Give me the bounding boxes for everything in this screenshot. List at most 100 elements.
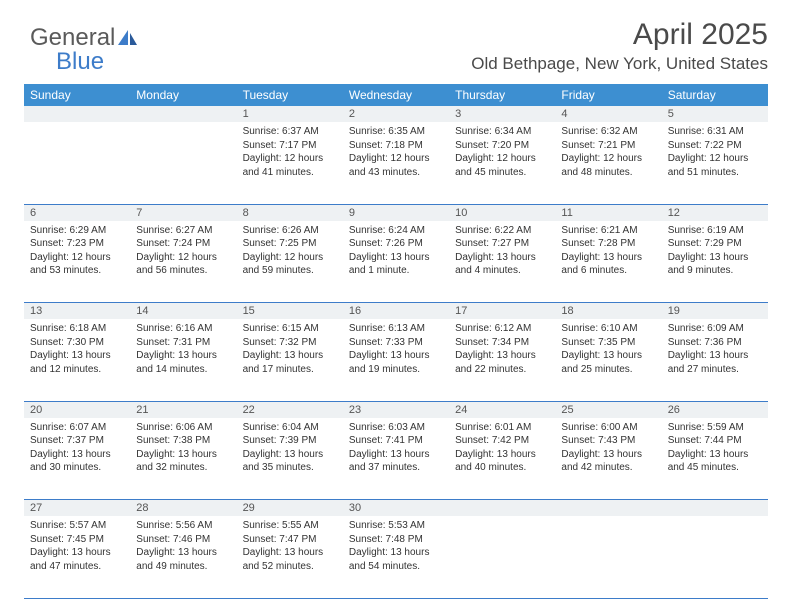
daylight-line: Daylight: 13 hours and 9 minutes. [668,251,762,278]
sunrise-line: Sunrise: 5:59 AM [668,421,762,435]
day-cell-body: Sunrise: 6:19 AMSunset: 7:29 PMDaylight:… [662,221,768,284]
day-number-cell: 9 [343,204,449,221]
day-number-cell [449,500,555,517]
day-cell: Sunrise: 6:00 AMSunset: 7:43 PMDaylight:… [555,418,661,500]
sunrise-line: Sunrise: 6:27 AM [136,224,230,238]
daylight-line: Daylight: 12 hours and 51 minutes. [668,152,762,179]
day-number-cell [24,106,130,122]
col-sunday: Sunday [24,84,130,106]
calendar-table: Sunday Monday Tuesday Wednesday Thursday… [24,84,768,599]
day-number-cell: 24 [449,401,555,418]
day-number-cell: 8 [237,204,343,221]
day-cell-body: Sunrise: 6:13 AMSunset: 7:33 PMDaylight:… [343,319,449,382]
sunrise-line: Sunrise: 6:06 AM [136,421,230,435]
day-number-cell: 7 [130,204,236,221]
daylight-line: Daylight: 13 hours and 25 minutes. [561,349,655,376]
sunset-line: Sunset: 7:47 PM [243,533,337,547]
day-cell-body: Sunrise: 6:03 AMSunset: 7:41 PMDaylight:… [343,418,449,481]
sunset-line: Sunset: 7:21 PM [561,139,655,153]
day-number-cell: 2 [343,106,449,122]
day-cell-body: Sunrise: 5:55 AMSunset: 7:47 PMDaylight:… [237,516,343,579]
day-cell: Sunrise: 6:15 AMSunset: 7:32 PMDaylight:… [237,319,343,401]
day-cell: Sunrise: 6:12 AMSunset: 7:34 PMDaylight:… [449,319,555,401]
sunrise-line: Sunrise: 6:37 AM [243,125,337,139]
day-number-cell: 21 [130,401,236,418]
col-saturday: Saturday [662,84,768,106]
day-cell: Sunrise: 6:13 AMSunset: 7:33 PMDaylight:… [343,319,449,401]
daylight-line: Daylight: 13 hours and 4 minutes. [455,251,549,278]
day-cell: Sunrise: 6:06 AMSunset: 7:38 PMDaylight:… [130,418,236,500]
day-number-cell: 5 [662,106,768,122]
daynum-row: 27282930 [24,500,768,517]
day-number-cell: 22 [237,401,343,418]
daylight-line: Daylight: 13 hours and 37 minutes. [349,448,443,475]
daylight-line: Daylight: 13 hours and 14 minutes. [136,349,230,376]
day-cell-body: Sunrise: 6:31 AMSunset: 7:22 PMDaylight:… [662,122,768,185]
sunrise-line: Sunrise: 6:15 AM [243,322,337,336]
day-number-cell: 27 [24,500,130,517]
day-number-cell: 17 [449,303,555,320]
sunrise-line: Sunrise: 6:22 AM [455,224,549,238]
sunrise-line: Sunrise: 6:00 AM [561,421,655,435]
daylight-line: Daylight: 12 hours and 43 minutes. [349,152,443,179]
day-cell-body: Sunrise: 6:00 AMSunset: 7:43 PMDaylight:… [555,418,661,481]
day-number-cell: 26 [662,401,768,418]
day-number-cell: 10 [449,204,555,221]
day-cell: Sunrise: 6:22 AMSunset: 7:27 PMDaylight:… [449,221,555,303]
daylight-line: Daylight: 13 hours and 1 minute. [349,251,443,278]
day-cell-body: Sunrise: 6:18 AMSunset: 7:30 PMDaylight:… [24,319,130,382]
day-cell: Sunrise: 6:04 AMSunset: 7:39 PMDaylight:… [237,418,343,500]
day-number-cell: 25 [555,401,661,418]
sunset-line: Sunset: 7:26 PM [349,237,443,251]
daynum-row: 6789101112 [24,204,768,221]
sunset-line: Sunset: 7:48 PM [349,533,443,547]
day-number-cell: 15 [237,303,343,320]
daylight-line: Daylight: 13 hours and 40 minutes. [455,448,549,475]
day-cell: Sunrise: 6:29 AMSunset: 7:23 PMDaylight:… [24,221,130,303]
week-row: Sunrise: 6:29 AMSunset: 7:23 PMDaylight:… [24,221,768,303]
daylight-line: Daylight: 13 hours and 32 minutes. [136,448,230,475]
sunrise-line: Sunrise: 6:16 AM [136,322,230,336]
sunset-line: Sunset: 7:18 PM [349,139,443,153]
day-cell [24,122,130,204]
daynum-row: 20212223242526 [24,401,768,418]
day-cell: Sunrise: 6:10 AMSunset: 7:35 PMDaylight:… [555,319,661,401]
daylight-line: Daylight: 13 hours and 49 minutes. [136,546,230,573]
col-tuesday: Tuesday [237,84,343,106]
col-wednesday: Wednesday [343,84,449,106]
sunset-line: Sunset: 7:44 PM [668,434,762,448]
day-cell-body: Sunrise: 6:01 AMSunset: 7:42 PMDaylight:… [449,418,555,481]
daynum-row: 12345 [24,106,768,122]
week-row: Sunrise: 5:57 AMSunset: 7:45 PMDaylight:… [24,516,768,598]
sunrise-line: Sunrise: 6:10 AM [561,322,655,336]
day-cell-body: Sunrise: 6:26 AMSunset: 7:25 PMDaylight:… [237,221,343,284]
daynum-row: 13141516171819 [24,303,768,320]
logo-text-2: Blue [56,48,104,76]
day-cell: Sunrise: 5:53 AMSunset: 7:48 PMDaylight:… [343,516,449,598]
day-cell: Sunrise: 6:37 AMSunset: 7:17 PMDaylight:… [237,122,343,204]
day-cell-body: Sunrise: 6:37 AMSunset: 7:17 PMDaylight:… [237,122,343,185]
day-number-cell: 3 [449,106,555,122]
day-cell-body: Sunrise: 6:09 AMSunset: 7:36 PMDaylight:… [662,319,768,382]
day-cell-body: Sunrise: 6:21 AMSunset: 7:28 PMDaylight:… [555,221,661,284]
daylight-line: Daylight: 12 hours and 41 minutes. [243,152,337,179]
sunset-line: Sunset: 7:42 PM [455,434,549,448]
day-cell: Sunrise: 5:59 AMSunset: 7:44 PMDaylight:… [662,418,768,500]
sunset-line: Sunset: 7:22 PM [668,139,762,153]
day-cell-body: Sunrise: 6:10 AMSunset: 7:35 PMDaylight:… [555,319,661,382]
sunrise-line: Sunrise: 6:13 AM [349,322,443,336]
sunrise-line: Sunrise: 6:35 AM [349,125,443,139]
col-monday: Monday [130,84,236,106]
day-cell: Sunrise: 6:21 AMSunset: 7:28 PMDaylight:… [555,221,661,303]
day-cell: Sunrise: 6:31 AMSunset: 7:22 PMDaylight:… [662,122,768,204]
day-number-cell: 4 [555,106,661,122]
day-cell [130,122,236,204]
sunrise-line: Sunrise: 6:31 AM [668,125,762,139]
sunrise-line: Sunrise: 6:04 AM [243,421,337,435]
day-cell: Sunrise: 6:09 AMSunset: 7:36 PMDaylight:… [662,319,768,401]
location-subtitle: Old Bethpage, New York, United States [24,54,768,74]
day-cell-body: Sunrise: 6:34 AMSunset: 7:20 PMDaylight:… [449,122,555,185]
col-friday: Friday [555,84,661,106]
day-number-cell: 20 [24,401,130,418]
sunrise-line: Sunrise: 6:24 AM [349,224,443,238]
